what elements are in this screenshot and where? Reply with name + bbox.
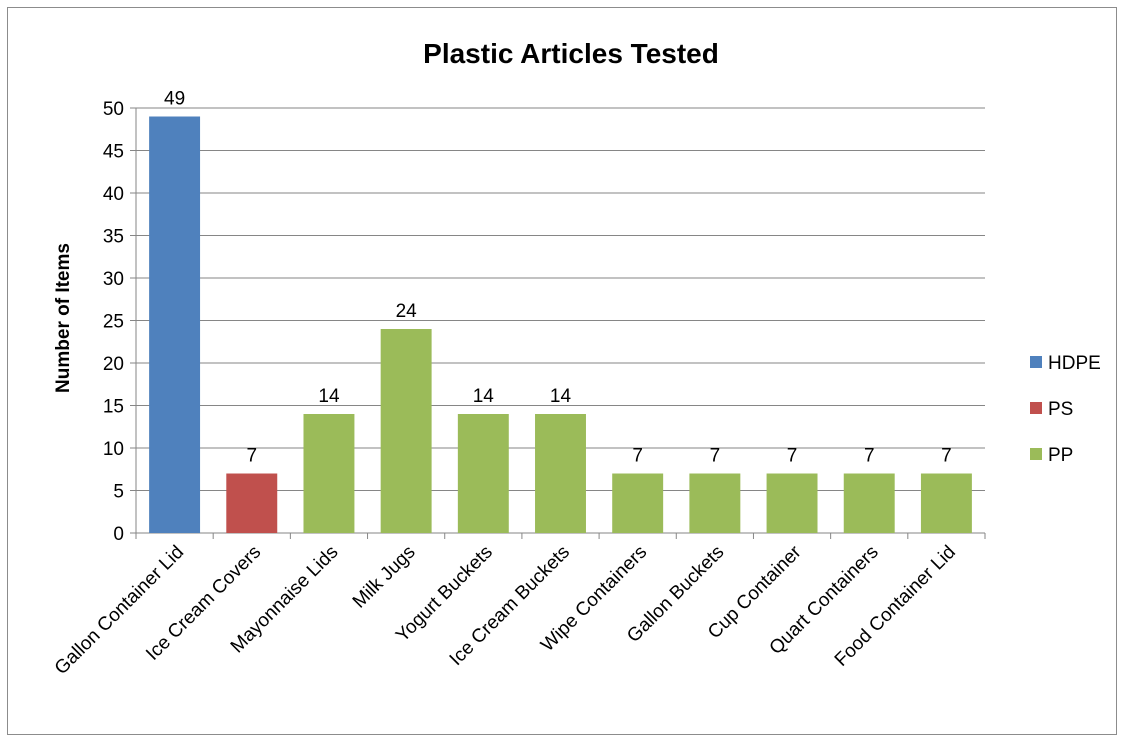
data-label: 7 <box>941 446 952 467</box>
legend-swatch <box>1030 402 1042 414</box>
chart-title: Plastic Articles Tested <box>423 38 719 69</box>
data-label: 7 <box>246 446 257 467</box>
bar <box>226 473 278 533</box>
legend-label: PP <box>1048 445 1073 466</box>
y-axis-title: Number of Items <box>53 243 74 393</box>
y-tick-label: 20 <box>103 354 124 375</box>
data-label: 49 <box>164 89 185 110</box>
bar <box>149 116 201 533</box>
y-axis-ticks: 0 5 10 15 20 25 30 35 40 45 50 <box>103 99 124 545</box>
y-tick-label: 5 <box>113 482 124 503</box>
data-label: 7 <box>864 446 875 467</box>
y-tick-label: 35 <box>103 227 124 248</box>
y-tick-label: 15 <box>103 397 124 418</box>
bar <box>612 473 664 533</box>
bars <box>149 116 972 533</box>
legend-swatch <box>1030 356 1042 368</box>
y-tick-label: 25 <box>103 312 124 333</box>
bar <box>457 414 509 533</box>
bar <box>766 473 818 533</box>
y-tick-label: 40 <box>103 184 124 205</box>
y-tick-label: 10 <box>103 439 124 460</box>
y-tick-label: 45 <box>103 142 124 163</box>
bar <box>303 414 355 533</box>
bar <box>920 473 972 533</box>
data-label: 24 <box>396 301 418 322</box>
bar <box>380 329 432 533</box>
data-labels: 49 7 14 24 14 14 7 7 7 7 7 <box>164 89 952 467</box>
y-tick-label: 30 <box>103 269 124 290</box>
bar <box>535 414 586 533</box>
data-label: 14 <box>473 386 495 407</box>
x-category-label: Milk Jugs <box>349 542 420 613</box>
bar <box>689 473 741 533</box>
legend: HDPE PS PP <box>1030 353 1101 466</box>
data-label: 14 <box>550 386 572 407</box>
x-category-label: Gallon Container Lid <box>51 542 188 679</box>
data-label: 14 <box>318 386 340 407</box>
data-label: 7 <box>710 446 721 467</box>
y-tick-label: 50 <box>103 99 124 120</box>
legend-swatch <box>1030 448 1042 460</box>
data-label: 7 <box>632 446 643 467</box>
y-tick-label: 0 <box>113 524 124 545</box>
data-label: 7 <box>787 446 798 467</box>
gridlines <box>130 107 986 539</box>
legend-label: HDPE <box>1048 353 1101 374</box>
bar <box>843 473 895 533</box>
legend-label: PS <box>1048 399 1073 420</box>
